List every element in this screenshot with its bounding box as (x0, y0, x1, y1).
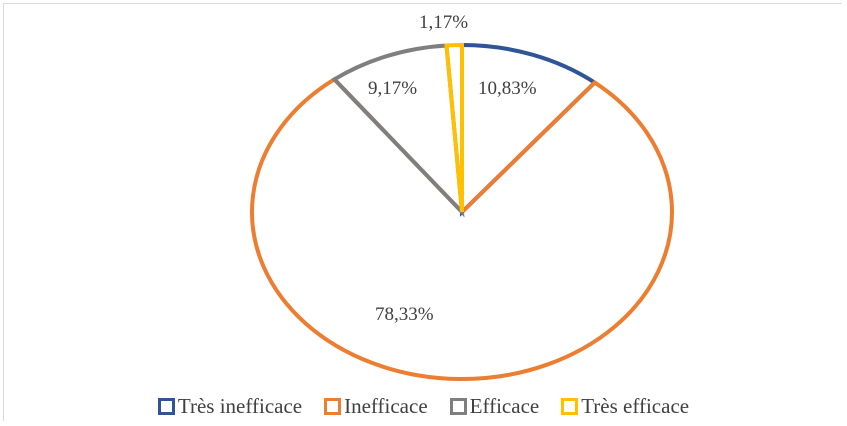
legend-swatch-efficace (449, 397, 467, 415)
pie-slice-efficace (331, 43, 465, 218)
legend-label-tres-inefficace: Très inefficace (177, 393, 303, 418)
legend-swatch-inefficace (324, 397, 342, 415)
legend-item-efficace: Efficace (449, 393, 540, 419)
slice-label-inefficace: 78,33% (375, 304, 434, 325)
pie-labels: 10,83% 78,33% 9,17% 1,17% (368, 12, 537, 325)
legend-label-inefficace: Inefficace (344, 393, 428, 418)
legend-label-tres-efficace: Très efficace (581, 393, 690, 418)
slice-label-tres-inefficace: 10,83% (478, 78, 537, 99)
pie-slice-tres-inefficace (460, 42, 598, 217)
chart-frame (3, 3, 842, 421)
pie-slice-inefficace (250, 76, 674, 381)
pie-slices (250, 42, 674, 381)
legend-swatch-tres-inefficace (157, 397, 175, 415)
chart-legend: Très inefficace Inefficace Efficace Très… (0, 393, 847, 419)
legend-item-tres-efficace: Très efficace (561, 394, 689, 419)
legend-label-efficace: Efficace (469, 393, 540, 418)
pie-slice-tres-efficace (444, 42, 464, 213)
legend-item-tres-inefficace: Très inefficace (157, 393, 303, 419)
legend-swatch-tres-efficace (561, 397, 579, 415)
legend-item-inefficace: Inefficace (324, 394, 428, 419)
slice-label-tres-efficace: 1,17% (419, 12, 468, 33)
slice-label-efficace: 9,17% (368, 78, 417, 99)
